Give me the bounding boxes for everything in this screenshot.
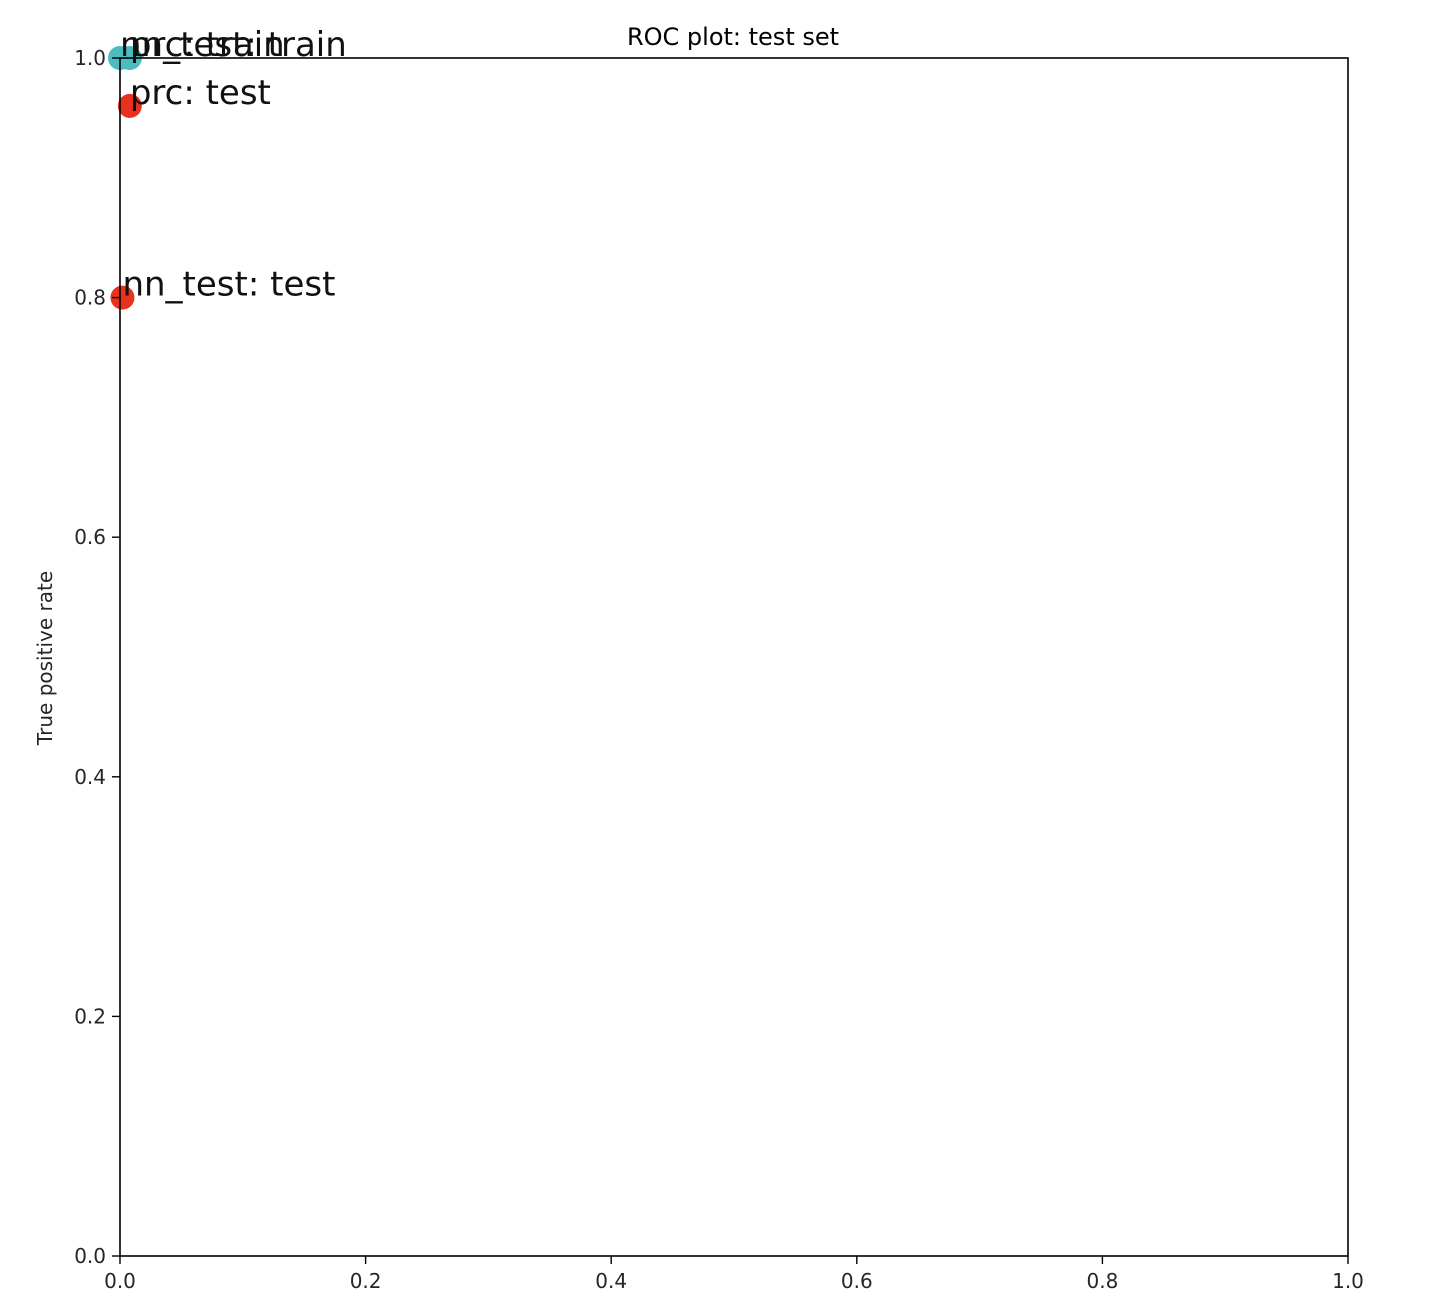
x-tick-label: 0.4 [595, 1269, 627, 1293]
y-tick-label: 1.0 [74, 46, 106, 70]
point-annotation: nn_test: test [122, 265, 335, 305]
chart-title: ROC plot: test set [627, 23, 839, 51]
y-tick-label: 0.2 [74, 1004, 106, 1028]
y-tick-label: 0.6 [74, 525, 106, 549]
y-axis-label: True positive rate [33, 571, 57, 746]
x-tick-label: 0.6 [841, 1269, 873, 1293]
plot-frame [119, 57, 1349, 1257]
x-tick-label: 0.2 [350, 1269, 382, 1293]
point-annotation: prc: test [130, 73, 271, 113]
plot-layer: 0.0 0.2 0.4 0.6 0.8 1.0 0.0 0.2 0.4 0.6 0.8 1.0 prc:… [74, 25, 1364, 1293]
x-tick-label: 1.0 [1332, 1269, 1364, 1293]
y-tick-label: 0.0 [74, 1244, 106, 1268]
point-annotation: nn_test: train [120, 25, 347, 65]
x-tick-label: 0.0 [104, 1269, 136, 1293]
y-tick-label: 0.8 [74, 286, 106, 310]
data-point [117, 93, 142, 118]
point-annotation: prc: train [130, 25, 285, 65]
x-tick-label: 0.8 [1086, 1269, 1118, 1293]
y-tick-label: 0.4 [74, 765, 106, 789]
data-point [110, 285, 135, 310]
